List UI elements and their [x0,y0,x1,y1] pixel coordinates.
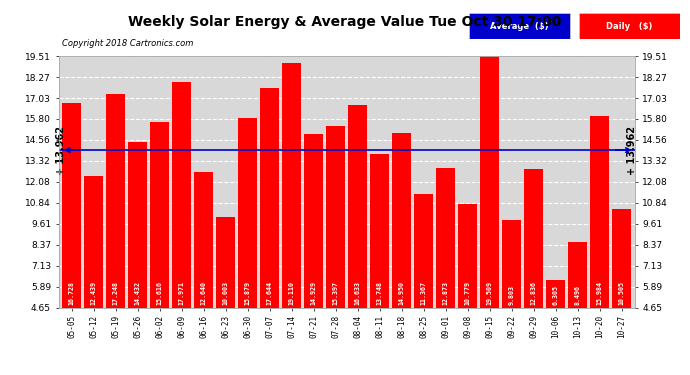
Text: 14.950: 14.950 [399,281,405,305]
Text: 17.248: 17.248 [113,281,119,305]
Text: 14.929: 14.929 [310,281,317,305]
Text: + 13.962: + 13.962 [627,126,637,176]
Bar [480,56,499,375]
Bar [260,88,279,375]
Bar [469,13,570,39]
Bar [326,126,345,375]
Bar [371,154,389,375]
Text: 10.003: 10.003 [223,281,229,305]
Bar [590,116,609,375]
Text: 19.110: 19.110 [288,281,295,305]
Text: Daily   ($): Daily ($) [606,22,652,31]
Text: 16.633: 16.633 [355,281,361,305]
Bar [239,118,257,375]
Text: 10.505: 10.505 [619,281,624,305]
Bar [128,142,147,375]
Bar [393,134,411,375]
Bar [579,13,680,39]
Text: Average  ($): Average ($) [491,22,549,31]
Text: 12.873: 12.873 [443,281,448,305]
Text: 13.748: 13.748 [377,281,383,305]
Text: 12.836: 12.836 [531,281,537,305]
Text: 15.879: 15.879 [245,281,250,305]
Bar [282,63,301,375]
Text: 14.432: 14.432 [135,281,141,305]
Bar [172,82,191,375]
Text: 19.509: 19.509 [486,281,493,305]
Bar [546,279,565,375]
Text: + 13.962: + 13.962 [57,126,66,176]
Text: 10.779: 10.779 [464,281,471,305]
Bar [195,172,213,375]
Text: 17.971: 17.971 [179,281,185,305]
Bar [436,168,455,375]
Bar [348,105,367,375]
Bar [150,122,169,375]
Bar [304,134,323,375]
Text: 11.367: 11.367 [421,281,426,305]
Text: 8.496: 8.496 [575,285,580,305]
Text: 15.397: 15.397 [333,281,339,305]
Text: 12.439: 12.439 [91,281,97,305]
Text: 12.640: 12.640 [201,281,207,305]
Text: Weekly Solar Energy & Average Value Tue Oct 30 17:00: Weekly Solar Energy & Average Value Tue … [128,15,562,29]
Bar [502,220,521,375]
Bar [612,209,631,375]
Text: 15.616: 15.616 [157,281,163,305]
Text: 6.305: 6.305 [553,285,559,305]
Text: 16.728: 16.728 [69,281,75,305]
Bar [84,176,103,375]
Bar [524,169,543,375]
Bar [458,204,477,375]
Bar [63,103,81,375]
Bar [569,243,587,375]
Bar [415,194,433,375]
Bar [106,94,125,375]
Text: 9.803: 9.803 [509,285,515,305]
Text: Copyright 2018 Cartronics.com: Copyright 2018 Cartronics.com [62,39,193,48]
Text: 15.984: 15.984 [597,281,602,305]
Bar [217,217,235,375]
Text: 17.644: 17.644 [267,281,273,305]
